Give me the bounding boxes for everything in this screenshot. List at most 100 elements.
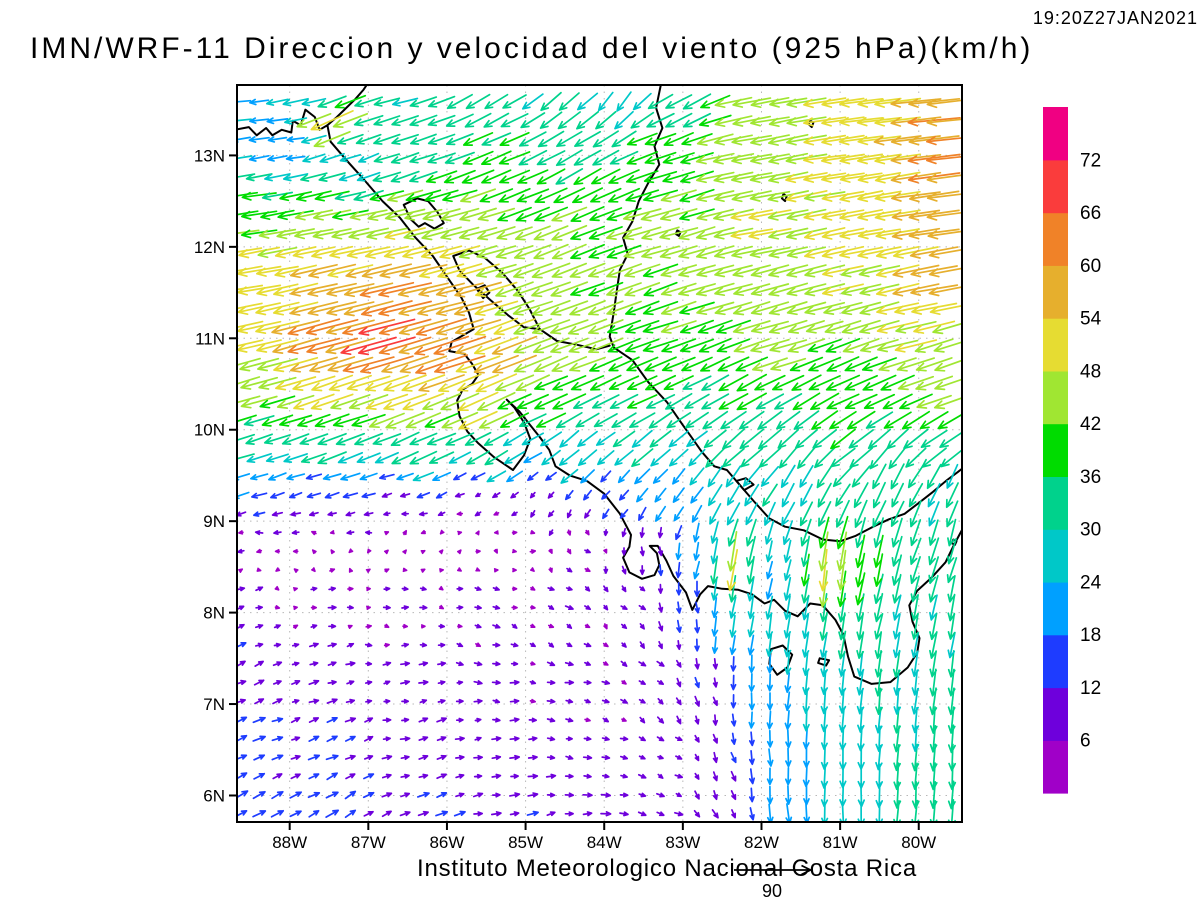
wind-arrow [678,245,716,259]
wind-arrow [437,642,446,648]
wind-arrow [849,447,874,468]
wind-arrow [946,463,959,489]
wind-arrow [807,338,842,353]
wind-arrow [825,337,861,353]
wind-arrow [325,809,340,818]
wind-arrow [533,225,569,241]
wind-arrow [399,810,411,817]
wind-arrow [926,154,962,165]
wind-arrow [282,97,309,107]
y-tick-label: 6N [203,786,225,805]
wind-arrow [705,447,726,468]
wind-arrow [625,338,660,353]
wind-arrow [784,652,792,675]
wind-arrow [603,604,609,611]
wind-arrow [874,97,922,108]
wind-arrow [714,301,753,316]
wind-arrow [690,486,704,504]
wind-arrow [237,453,255,460]
wind-arrow [800,535,811,568]
wind-arrow [765,595,774,620]
wind-arrow [569,300,606,316]
wind-arrow [838,707,847,733]
wind-arrow [742,465,761,487]
wind-arrow [313,130,351,148]
wind-arrow [437,511,446,517]
wind-arrow [558,92,580,111]
wind-arrow [569,262,606,279]
wind-arrow [252,790,266,800]
wind-arrow [890,500,905,527]
wind-arrow [237,433,256,442]
colorbar-segment [1043,581,1068,636]
wind-arrow [821,227,865,240]
wind-arrow [366,586,371,592]
wind-arrow [818,501,832,527]
wind-arrow [292,246,336,259]
wind-arrow [644,151,677,165]
wind-arrow [344,809,357,819]
wind-arrow [418,679,429,686]
wind-arrow [805,320,844,334]
wind-arrow [345,511,356,517]
wind-arrow [674,811,684,817]
wind-arrow [368,412,405,429]
wind-arrow [839,246,884,259]
wind-arrow [465,93,491,110]
wind-arrow [676,715,682,725]
wind-arrow [878,357,917,372]
wind-arrow [698,337,732,353]
wind-arrow [237,473,251,481]
wind-arrow [509,736,520,742]
wind-arrow [857,172,902,184]
wind-arrow [570,243,605,260]
wind-arrow [448,451,472,464]
wind-arrow [420,549,426,555]
wind-arrow [621,527,627,538]
wind-arrow [767,133,809,146]
wind-arrow [273,282,319,297]
wind-arrow [238,568,244,573]
wind-arrow [839,172,883,183]
wind-arrow [427,133,456,145]
wind-arrow [474,300,519,317]
wind-arrow [416,491,431,499]
wind-arrow [513,262,553,279]
wind-arrow [731,246,773,259]
wind-arrow [803,97,847,109]
wind-arrow [400,755,410,761]
wind-arrow [491,736,502,742]
wind-arrow [427,95,456,108]
wind-arrow [305,473,323,481]
wind-arrow [695,226,735,240]
wind-arrow [551,243,587,260]
wind-arrow [515,374,551,391]
wind-arrow [474,623,482,629]
wind-arrow [475,549,481,554]
wind-arrow [911,302,958,315]
wind-arrow [454,300,503,317]
wind-arrow [367,208,407,222]
wind-arrow [600,470,612,483]
wind-arrow [436,773,447,780]
wind-arrow [512,300,553,316]
wind-arrow [746,555,755,585]
wind-arrow [693,580,701,598]
wind-arrow [682,112,712,128]
wind-arrow [826,356,860,372]
wind-arrow [818,531,829,572]
wind-arrow [400,792,411,798]
wind-arrow [508,792,521,798]
x-tick-label: 84W [587,833,622,852]
wind-arrow [682,375,712,390]
wind-arrow [401,717,410,723]
wind-arrow [271,754,284,761]
wind-arrow [624,263,661,278]
wind-arrow [910,265,958,278]
wind-arrow [409,133,437,145]
wind-arrow [621,679,627,685]
wind-arrow [253,679,265,686]
wind-arrow [764,520,775,545]
wind-arrow [419,699,428,704]
wind-arrow [409,152,438,164]
